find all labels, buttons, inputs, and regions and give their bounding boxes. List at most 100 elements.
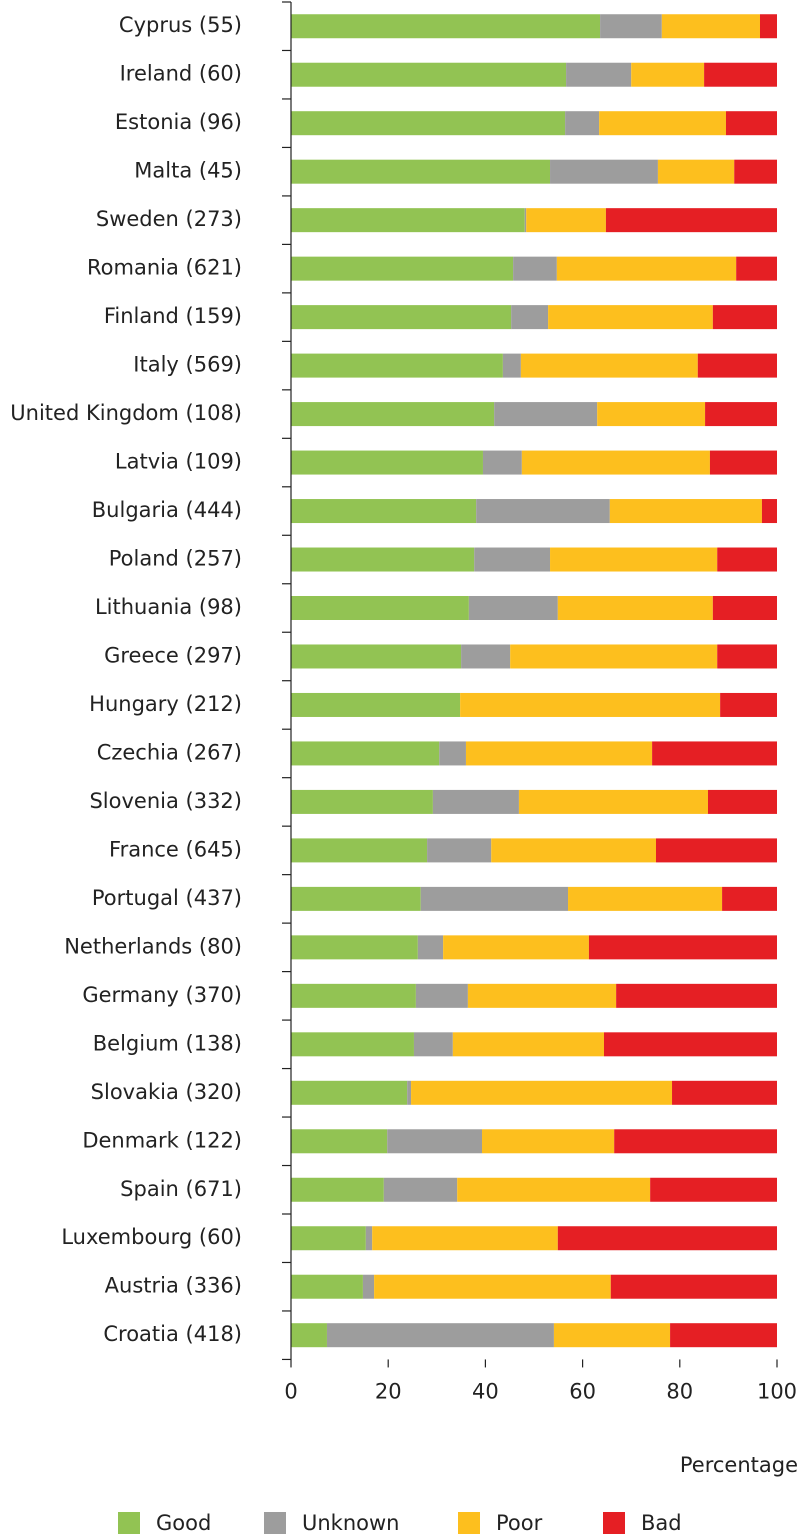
- bar-segment: [610, 1274, 777, 1299]
- bar-segment: [722, 886, 777, 911]
- bar-segment: [291, 305, 512, 330]
- y-tick-label: Estonia (96): [115, 110, 242, 134]
- bar-segment: [518, 789, 708, 814]
- bar-segment: [291, 353, 503, 378]
- legend-swatch: [603, 1512, 625, 1534]
- bar-segment: [725, 111, 777, 136]
- bar-segment: [291, 62, 567, 87]
- bar-segment: [491, 838, 656, 863]
- bar-segment: [734, 159, 777, 184]
- bar-segment: [291, 1226, 366, 1251]
- bar-segment: [291, 547, 475, 572]
- bar-segment: [717, 547, 777, 572]
- bar-segment: [524, 208, 527, 233]
- bar-segment: [291, 789, 433, 814]
- bar-segment: [291, 886, 421, 911]
- bar-segment: [291, 935, 418, 960]
- bar-segment: [291, 1274, 363, 1299]
- bar-segment: [291, 983, 416, 1008]
- y-tick-label: Greece (297): [104, 643, 242, 667]
- bar-segment: [291, 208, 525, 233]
- bar-segment: [697, 353, 777, 378]
- y-tick-label: Italy (569): [133, 353, 242, 377]
- bar-segment: [565, 111, 600, 136]
- bar-segment: [603, 1032, 777, 1057]
- bar-segment: [655, 838, 777, 863]
- bar-segment: [588, 935, 777, 960]
- bar-segment: [387, 1129, 482, 1154]
- bar-segment: [291, 256, 514, 281]
- bar-segment: [476, 499, 610, 524]
- bar-segment: [712, 596, 777, 620]
- x-tick-label: 100: [757, 1379, 797, 1403]
- y-tick-label: Cyprus (55): [119, 13, 242, 37]
- y-tick-label: Finland (159): [104, 304, 242, 328]
- bar-segment: [616, 983, 777, 1008]
- bar-segment: [707, 789, 777, 814]
- bar-segment: [291, 741, 440, 766]
- y-tick-label: Croatia (418): [103, 1322, 242, 1346]
- bar-segment: [468, 596, 558, 620]
- bar-segment: [291, 1177, 384, 1202]
- bar-segment: [372, 1226, 558, 1251]
- bar-segment: [420, 886, 569, 911]
- y-tick-label: Czechia (267): [97, 740, 242, 764]
- bar-segment: [383, 1177, 458, 1202]
- x-tick-label: 40: [472, 1379, 499, 1403]
- bar-segment: [460, 692, 721, 717]
- x-tick-label: 80: [666, 1379, 693, 1403]
- bar-segment: [465, 741, 653, 766]
- bar-segment: [657, 159, 735, 184]
- y-tick-label: Austria (336): [105, 1274, 242, 1298]
- bar-segment: [291, 838, 428, 863]
- bar-segment: [417, 935, 444, 960]
- bar-segment: [526, 208, 606, 233]
- bar-segment: [521, 450, 710, 475]
- bar-segment: [362, 1274, 375, 1299]
- y-tick-label: France (645): [109, 837, 242, 861]
- bar-segment: [614, 1129, 777, 1154]
- y-tick-label: Latvia (109): [115, 450, 242, 474]
- y-tick-label: Malta (45): [134, 159, 242, 183]
- bar-segment: [557, 1226, 777, 1251]
- bar-segment: [631, 62, 705, 87]
- bar-segment: [474, 547, 551, 572]
- bar-segment: [511, 305, 549, 330]
- legend-swatch: [264, 1512, 286, 1534]
- bar-segment: [550, 159, 658, 184]
- x-tick-label: 60: [569, 1379, 596, 1403]
- y-tick-label: Belgium (138): [93, 1031, 242, 1055]
- y-tick-label: United Kingdom (108): [10, 401, 242, 425]
- bar-segment: [705, 402, 777, 427]
- legend-label: Unknown: [302, 1511, 399, 1535]
- legend-label: Poor: [496, 1511, 543, 1535]
- bar-segment: [427, 838, 492, 863]
- bar-segment: [672, 1080, 777, 1105]
- y-tick-label: Portugal (437): [92, 886, 242, 910]
- bar-segment: [605, 208, 777, 233]
- bar-segment: [291, 402, 495, 427]
- bar-segment: [704, 62, 777, 87]
- bar-segment: [291, 644, 462, 669]
- bar-segment: [291, 1129, 388, 1154]
- y-tick-label: Netherlands (80): [64, 934, 242, 958]
- legend-label: Good: [156, 1511, 211, 1535]
- bar-segment: [432, 789, 519, 814]
- y-tick-label: Poland (257): [109, 547, 242, 571]
- y-tick-label: Slovakia (320): [91, 1080, 242, 1104]
- bar-segment: [494, 402, 598, 427]
- bar-segment: [566, 62, 632, 87]
- bar-segment: [439, 741, 466, 766]
- y-tick-label: Luxembourg (60): [61, 1225, 242, 1249]
- bar-segment: [291, 596, 469, 620]
- y-tick-label: Sweden (273): [96, 207, 242, 231]
- y-tick-label: Hungary (212): [89, 692, 242, 716]
- x-tick-label: 0: [284, 1379, 297, 1403]
- bar-segment: [761, 499, 777, 524]
- y-tick-label: Lithuania (98): [95, 595, 242, 619]
- bar-segment: [374, 1274, 611, 1299]
- bar-segment: [291, 1032, 414, 1057]
- bar-segment: [291, 692, 461, 717]
- bar-segment: [415, 983, 468, 1008]
